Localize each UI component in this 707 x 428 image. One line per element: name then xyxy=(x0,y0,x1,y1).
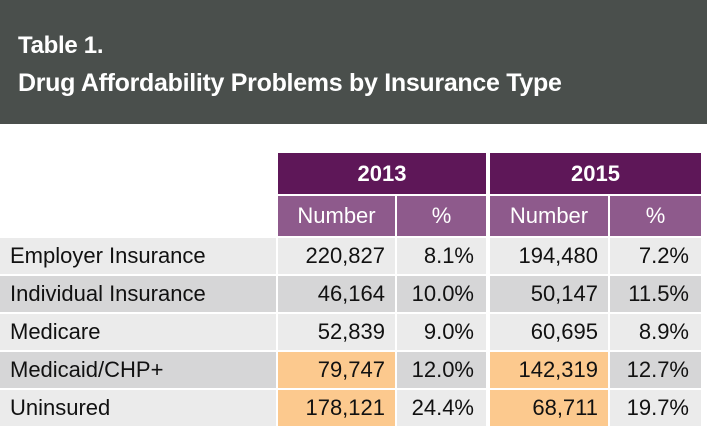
employer-percent-2013: 8.1% xyxy=(397,238,486,274)
title-banner: Table 1. Drug Affordability Problems by … xyxy=(0,0,707,124)
individual-number-2013: 46,164 xyxy=(278,276,395,312)
row-label-uninsured: Uninsured xyxy=(0,390,276,426)
uninsured-number-2015: 68,711 xyxy=(490,390,608,426)
year-header-2013: 2013 xyxy=(278,153,486,194)
employer-number-2015: 194,480 xyxy=(490,238,608,274)
subheader-number-2013: Number xyxy=(278,196,395,236)
individual-number-2015: 50,147 xyxy=(490,276,608,312)
medicare-number-2013: 52,839 xyxy=(278,314,395,350)
medicare-number-2015: 60,695 xyxy=(490,314,608,350)
medicaid-number-2015: 142,319 xyxy=(490,352,608,388)
table-number: Table 1. xyxy=(18,32,104,59)
subheader-percent-2015: % xyxy=(610,196,701,236)
row-label-medicare: Medicare xyxy=(0,314,276,350)
row-label-employer: Employer Insurance xyxy=(0,238,276,274)
employer-number-2013: 220,827 xyxy=(278,238,395,274)
uninsured-number-2013: 178,121 xyxy=(278,390,395,426)
medicaid-number-2013: 79,747 xyxy=(278,352,395,388)
row-label-individual: Individual Insurance xyxy=(0,276,276,312)
medicaid-percent-2013: 12.0% xyxy=(397,352,486,388)
uninsured-percent-2013: 24.4% xyxy=(397,390,486,426)
subheader-number-2015: Number xyxy=(490,196,608,236)
employer-percent-2015: 7.2% xyxy=(610,238,701,274)
subheader-percent-2013: % xyxy=(397,196,486,236)
table-title: Drug Affordability Problems by Insurance… xyxy=(18,69,562,97)
individual-percent-2015: 11.5% xyxy=(610,276,701,312)
individual-percent-2013: 10.0% xyxy=(397,276,486,312)
row-label-medicaid: Medicaid/CHP+ xyxy=(0,352,276,388)
year-header-2015: 2015 xyxy=(490,153,701,194)
medicare-percent-2013: 9.0% xyxy=(397,314,486,350)
medicare-percent-2015: 8.9% xyxy=(610,314,701,350)
medicaid-percent-2015: 12.7% xyxy=(610,352,701,388)
uninsured-percent-2015: 19.7% xyxy=(610,390,701,426)
